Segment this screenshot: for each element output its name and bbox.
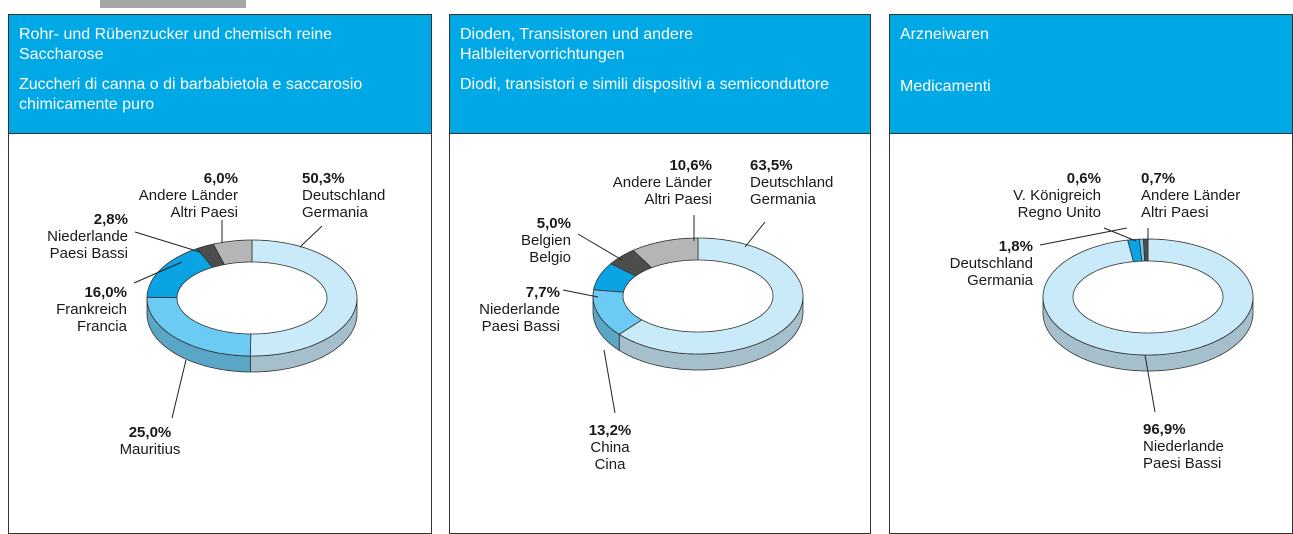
category-label-alt: Belgio [529, 249, 571, 266]
value-label: 13,2% [589, 422, 632, 439]
category-label: Mauritius [120, 441, 181, 458]
subtitle: Diodi, transistori e simili dispositivi … [460, 76, 830, 93]
slice [632, 237, 699, 269]
value-label: 7,7% [526, 284, 560, 301]
category-label-alt: Altri Paesi [644, 191, 712, 208]
slice [1142, 238, 1149, 262]
panel-header: Rohr- und Rübenzucker und chemisch reine… [9, 15, 431, 134]
category-label-alt: Paesi Bassi [1143, 455, 1221, 472]
category-label: Deutschland [750, 174, 833, 191]
value-label: 6,0% [204, 170, 238, 187]
tab [100, 0, 246, 8]
category-label: Andere Länder [1141, 187, 1240, 204]
category-label-alt: Altri Paesi [1141, 204, 1209, 221]
title: Arzneiwaren [900, 26, 989, 43]
leader-line [1144, 354, 1156, 413]
category-label: Niederlande [47, 228, 128, 245]
panel: Rohr- und Rübenzucker und chemisch reine… [8, 14, 432, 534]
category-label-alt: Paesi Bassi [50, 245, 128, 262]
category-label: Deutschland [950, 255, 1033, 272]
panel-header: Arzneiwaren Medicamenti [890, 15, 1292, 134]
subtitle: Medicamenti [900, 78, 991, 95]
category-label-alt: Germania [750, 191, 817, 208]
value-label: 50,3% [302, 170, 345, 187]
page: Rohr- und Rübenzucker und chemisch reine… [8, 0, 1293, 534]
slice [146, 296, 252, 357]
leader-line [171, 359, 187, 419]
leader-line [562, 289, 599, 298]
value-label: 25,0% [129, 424, 172, 441]
category-label: Andere Länder [139, 187, 238, 204]
leader-line [1103, 227, 1137, 242]
value-label: 1,8% [999, 238, 1033, 255]
category-label: V. Königreich [1013, 187, 1101, 204]
category-label: Niederlande [479, 301, 560, 318]
category-label: Belgien [521, 232, 571, 249]
category-label-alt: Francia [77, 318, 128, 335]
leader-line [577, 233, 623, 261]
leader-line [603, 349, 616, 414]
value-label: 0,7% [1141, 170, 1175, 187]
value-label: 0,6% [1067, 170, 1101, 187]
category-label: Frankreich [56, 301, 127, 318]
leader-line [1039, 227, 1128, 246]
slice [212, 239, 253, 265]
title: Dioden, Transistoren und andere Halbleit… [460, 26, 694, 63]
category-label: Deutschland [302, 187, 385, 204]
category-label-alt: Paesi Bassi [482, 318, 560, 335]
category-label-alt: Altri Paesi [170, 204, 238, 221]
leader-line [133, 261, 183, 284]
leader-line [299, 225, 323, 248]
value-label: 63,5% [750, 157, 793, 174]
value-label: 96,9% [1143, 421, 1186, 438]
category-label: Andere Länder [613, 174, 712, 191]
leader-line [134, 231, 201, 253]
category-label-alt: Regno Unito [1018, 204, 1101, 221]
category-label: Niederlande [1143, 438, 1224, 455]
value-label: 5,0% [537, 215, 571, 232]
title: Rohr- und Rübenzucker und chemisch reine… [19, 26, 333, 63]
value-label: 2,8% [94, 211, 128, 228]
panel-header: Dioden, Transistoren und andere Halbleit… [450, 15, 870, 134]
category-label: China [590, 439, 630, 456]
value-label: 10,6% [669, 157, 712, 174]
leader-line [744, 221, 766, 248]
value-label: 16,0% [84, 284, 127, 301]
subtitle: Zuccheri di canna o di barbabietola e sa… [19, 76, 363, 113]
charts: 50,3%DeutschlandGermania25,0%Mauritius16… [47, 157, 1254, 473]
category-label-alt: Cina [595, 456, 627, 473]
category-label-alt: Germania [302, 204, 369, 221]
category-label-alt: Germania [967, 272, 1034, 289]
